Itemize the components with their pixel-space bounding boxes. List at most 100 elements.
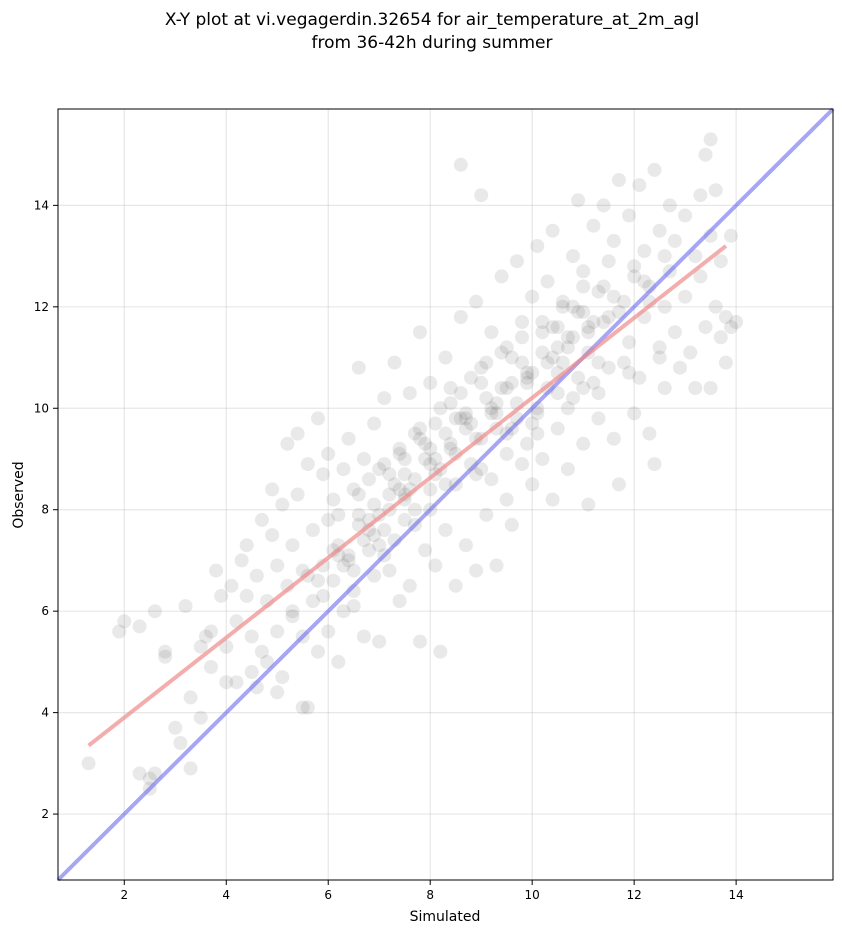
data-point <box>494 269 509 284</box>
data-point <box>693 269 708 284</box>
data-point <box>214 588 229 603</box>
data-point <box>418 436 433 451</box>
data-point <box>244 665 259 679</box>
y-tick-label: 10 <box>34 401 49 415</box>
data-point <box>377 523 392 537</box>
data-point <box>535 315 550 329</box>
data-point <box>464 416 478 431</box>
data-point <box>622 208 637 223</box>
data-point <box>458 406 473 421</box>
data-point <box>576 264 591 279</box>
data-point <box>428 558 443 573</box>
data-point <box>499 446 514 461</box>
data-point <box>474 188 489 203</box>
data-point <box>652 223 667 238</box>
data-point <box>545 320 560 335</box>
data-point <box>158 649 173 664</box>
data-point <box>673 360 687 375</box>
data-point <box>504 375 519 390</box>
data-point <box>540 355 555 370</box>
data-point <box>576 381 591 395</box>
data-point <box>469 467 484 482</box>
data-point <box>219 639 234 654</box>
data-point <box>382 563 397 578</box>
data-point <box>178 599 193 614</box>
data-point <box>698 320 713 335</box>
data-point <box>356 452 371 466</box>
data-point <box>550 421 565 436</box>
data-point <box>254 644 269 659</box>
data-point <box>489 396 504 411</box>
data-point <box>627 406 642 421</box>
data-point <box>372 634 387 649</box>
x-tick-label: 14 <box>728 888 743 902</box>
data-point <box>571 193 586 208</box>
data-point <box>173 736 188 750</box>
axis-ticks: 2 4 6 8 10 12 14 2 4 6 8 10 12 14 <box>34 198 744 902</box>
data-point <box>326 573 341 588</box>
data-point <box>443 441 458 456</box>
x-tick-label: 8 <box>426 888 434 902</box>
data-point <box>622 335 637 350</box>
data-point <box>637 244 652 258</box>
data-point <box>657 299 672 314</box>
data-point <box>596 315 611 329</box>
data-point <box>204 624 218 639</box>
data-point <box>642 426 657 441</box>
data-point <box>586 315 601 329</box>
data-point <box>581 320 596 335</box>
data-point <box>474 375 489 390</box>
data-point <box>530 239 545 253</box>
data-point <box>270 685 285 700</box>
data-point <box>545 350 560 365</box>
x-tick-label: 4 <box>222 888 230 902</box>
data-point <box>555 355 570 370</box>
data-point <box>657 249 672 264</box>
data-point <box>249 568 264 583</box>
data-point <box>351 517 366 532</box>
scatter-points <box>81 132 744 796</box>
data-point <box>351 487 366 502</box>
data-point <box>346 599 361 614</box>
data-point <box>566 299 580 314</box>
data-point <box>311 573 325 588</box>
data-point <box>520 365 535 380</box>
data-point <box>662 198 677 213</box>
data-point <box>270 624 285 639</box>
data-point <box>407 426 422 441</box>
data-point <box>392 594 407 608</box>
data-point <box>576 304 591 319</box>
data-point <box>438 350 453 365</box>
y-tick-label: 8 <box>41 503 49 517</box>
data-point <box>535 345 550 360</box>
data-point <box>458 421 473 436</box>
data-point <box>285 538 300 553</box>
data-point <box>438 426 453 441</box>
data-point <box>254 512 269 527</box>
data-point <box>147 766 162 781</box>
data-point <box>265 528 280 543</box>
data-point <box>413 634 427 649</box>
data-point <box>627 269 642 284</box>
data-point <box>229 675 244 690</box>
data-point <box>515 457 529 472</box>
data-point <box>433 401 448 416</box>
data-point <box>657 381 672 395</box>
data-point <box>285 604 300 619</box>
data-point <box>520 375 535 390</box>
data-point <box>311 644 325 659</box>
data-point <box>601 310 616 324</box>
data-point <box>305 594 320 608</box>
x-tick-label: 12 <box>627 888 642 902</box>
data-point <box>438 523 453 537</box>
data-point <box>611 173 626 187</box>
data-point <box>453 310 468 324</box>
data-point <box>443 396 458 411</box>
data-point <box>239 538 254 553</box>
data-point <box>367 568 382 583</box>
data-point <box>591 386 606 401</box>
y-tick-label: 4 <box>41 706 49 720</box>
x-tick-label: 2 <box>120 888 128 902</box>
data-point <box>611 304 626 319</box>
data-point <box>305 523 320 537</box>
